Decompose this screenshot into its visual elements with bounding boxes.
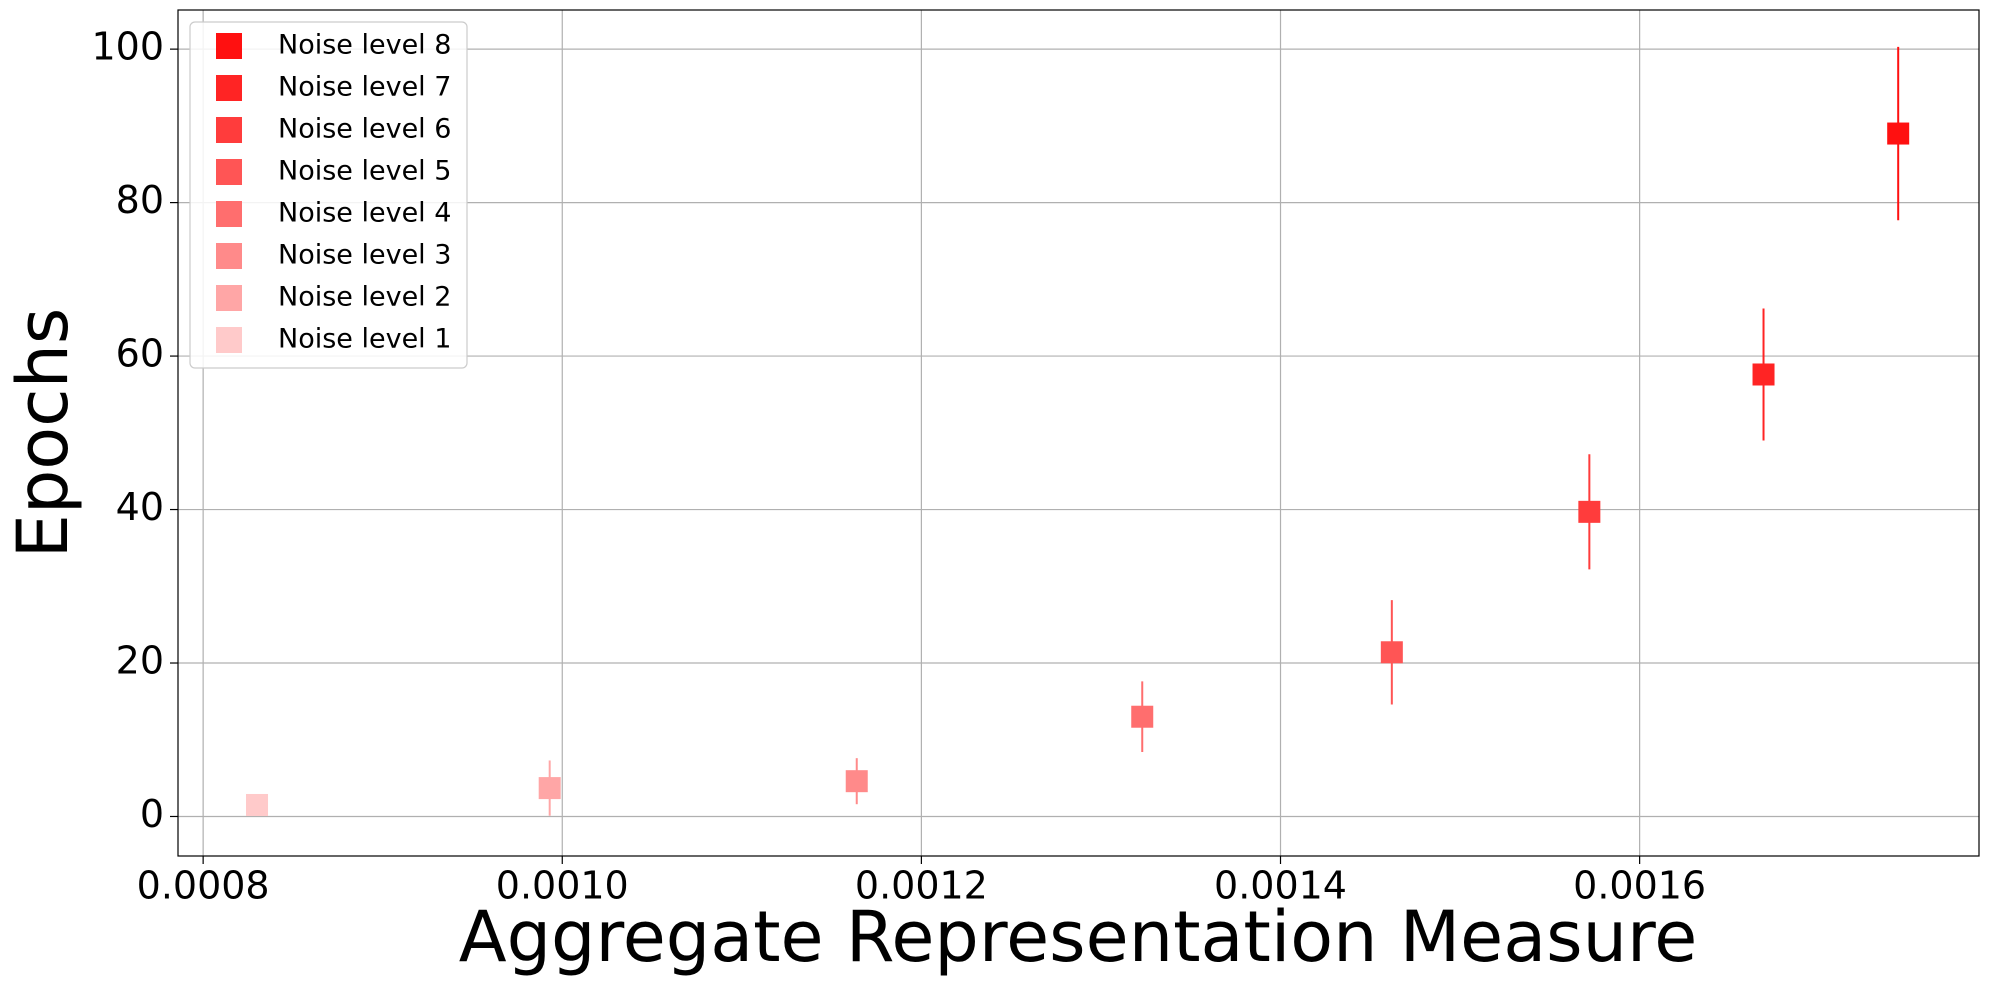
legend-swatch [216,327,242,353]
legend-label: Noise level 2 [278,282,451,313]
legend-swatch [216,159,242,185]
y-tick-label: 0 [140,792,164,836]
legend-box [189,21,468,369]
legend-label: Noise level 8 [278,30,451,61]
y-tick-label: 20 [116,639,164,683]
marker [1380,641,1403,664]
marker [246,793,269,816]
x-tick-label: 0.0008 [137,864,270,908]
x-tick-label: 0.0016 [1573,864,1706,908]
plot-frame [177,9,1980,857]
y-axis-label: Epochs [2,308,84,559]
marker [845,770,868,793]
y-tick-label: 100 [91,25,164,69]
legend-swatch [216,75,242,101]
legend-swatch [216,285,242,311]
legend-label: Noise level 7 [278,72,451,103]
marker [1578,500,1601,523]
x-axis-label: Aggregate Representation Measure [459,896,1698,978]
legend-swatch [216,243,242,269]
legend-label: Noise level 4 [278,198,451,229]
y-tick-label: 60 [116,332,164,376]
legend-label: Noise level 6 [278,114,451,145]
legend-swatch [216,201,242,227]
marker [1131,705,1154,728]
x-tick-label: 0.0012 [855,864,988,908]
marker [1887,122,1910,145]
legend-label: Noise level 1 [278,324,451,355]
legend-label: Noise level 3 [278,240,451,271]
marker [538,777,561,800]
marker [1752,363,1775,386]
x-tick-label: 0.0014 [1214,864,1347,908]
legend-label: Noise level 5 [278,156,451,187]
y-tick-label: 80 [116,178,164,222]
x-tick-label: 0.0010 [496,864,629,908]
y-tick-label: 40 [116,485,164,529]
legend-swatch [216,117,242,143]
legend-swatch [216,33,242,59]
